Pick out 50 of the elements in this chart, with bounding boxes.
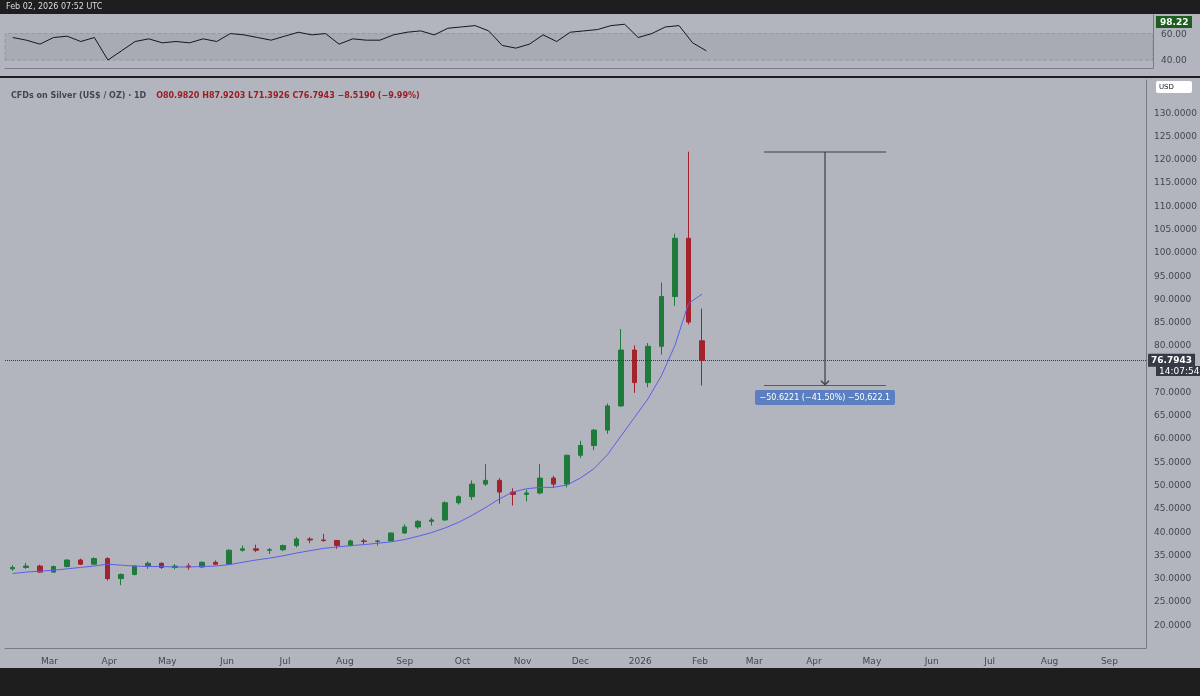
y-tick-label: 85.0000 [1154,317,1192,328]
y-tick-label: 105.0000 [1154,223,1198,234]
y-tick-label: 50.0000 [1154,480,1192,491]
x-tick-label: Jun [923,655,939,666]
y-tick-label: 35.0000 [1154,549,1192,560]
y-tick-label: 110.0000 [1154,200,1198,211]
y-tick-label: 25.0000 [1154,596,1192,607]
x-tick-label: Sep [396,655,414,666]
annotation: O80.9820 H87.9203 L71.3926 C76.7943 −8.5190 (−9.99%) [156,90,420,100]
x-tick-label: Jul [983,655,996,666]
y-tick-label: 60.0000 [1154,433,1192,444]
x-tick-label: Apr [806,655,823,666]
x-tick-label: Dec [571,655,590,666]
y-tick-label: 70.0000 [1154,386,1192,397]
y-tick-label: 125.0000 [1154,130,1198,141]
y-tick-label: 130.0000 [1154,107,1198,118]
x-tick-label: Mar [40,655,59,666]
text: Feb 02, 2026 07:52 UTC [6,1,103,13]
x-tick-label: Nov [513,655,532,666]
y-tick-label: 40.00 [1161,55,1188,66]
x-tick-label: May [157,655,178,666]
y-tick-label: 55.0000 [1154,456,1192,467]
y-tick-label: 95.0000 [1154,270,1192,281]
y-tick-label: 30.0000 [1154,573,1192,584]
x-tick-label: Mar [745,655,763,666]
text: 98.22 [1156,16,1193,28]
y-tick-label: 80.0000 [1154,340,1192,351]
annotation: −50.6221 (−41.50%) −50,622.1 [754,390,896,406]
y-tick-label: 90.0000 [1154,293,1192,304]
text: 14:07:54 [1156,366,1200,377]
y-tick-label: 120.0000 [1154,154,1198,165]
ref-line-label: 76.7943 [1151,355,1193,366]
y-tick-label: 45.0000 [1154,503,1192,514]
x-tick-label: Oct [454,655,471,666]
x-tick-label: 2026 [628,655,652,666]
y-tick-label: 20.0000 [1154,619,1192,630]
y-tick-label: 60.00 [1161,28,1188,39]
x-tick-label: Aug [1040,655,1059,666]
x-tick-label: Jun [219,655,235,666]
y-tick-label: 100.0000 [1154,247,1198,258]
x-tick-label: May [862,655,882,666]
text: CFDs on Silver (US$ / OZ) · 1D [11,90,147,100]
x-tick-label: Feb [692,655,709,666]
y-tick-label: 65.0000 [1154,410,1192,421]
y-tick-label: 40.0000 [1154,526,1192,537]
x-tick-label: Aug [336,655,354,666]
x-tick-label: Apr [101,655,118,666]
x-tick-label: Sep [1100,655,1119,666]
x-tick-label: Jul [278,655,291,666]
y-tick-label: 115.0000 [1154,177,1198,188]
